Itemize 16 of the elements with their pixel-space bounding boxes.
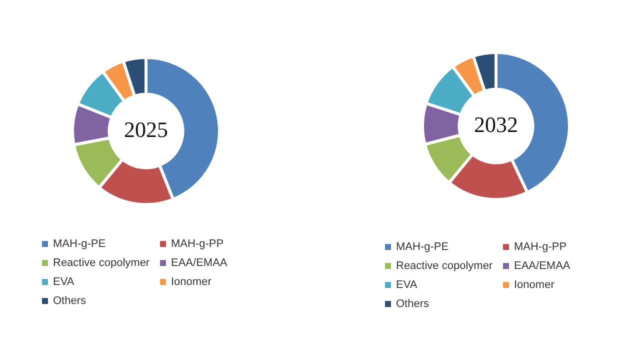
legend-label: MAH-g-PE: [53, 238, 106, 250]
legend-label: Reactive copolymer: [396, 260, 493, 272]
legend-label: EVA: [396, 279, 418, 291]
legend-label: MAH-g-PP: [514, 241, 567, 253]
legend-label: EAA/EMAA: [171, 257, 228, 269]
legend-label: Others: [396, 298, 430, 310]
text: 2032: [474, 112, 518, 137]
legend-label: MAH-g-PP: [171, 238, 224, 250]
legend-label: Ionomer: [171, 276, 212, 288]
legend-label: Others: [53, 295, 86, 307]
legend-label: Ionomer: [514, 279, 554, 291]
legend-label: EVA: [53, 276, 74, 288]
legend-label: EAA/EMAA: [514, 260, 570, 272]
text: 2025: [124, 116, 168, 142]
legend-label: MAH-g-PE: [396, 241, 449, 253]
legend-label: Reactive copolymer: [53, 257, 150, 269]
